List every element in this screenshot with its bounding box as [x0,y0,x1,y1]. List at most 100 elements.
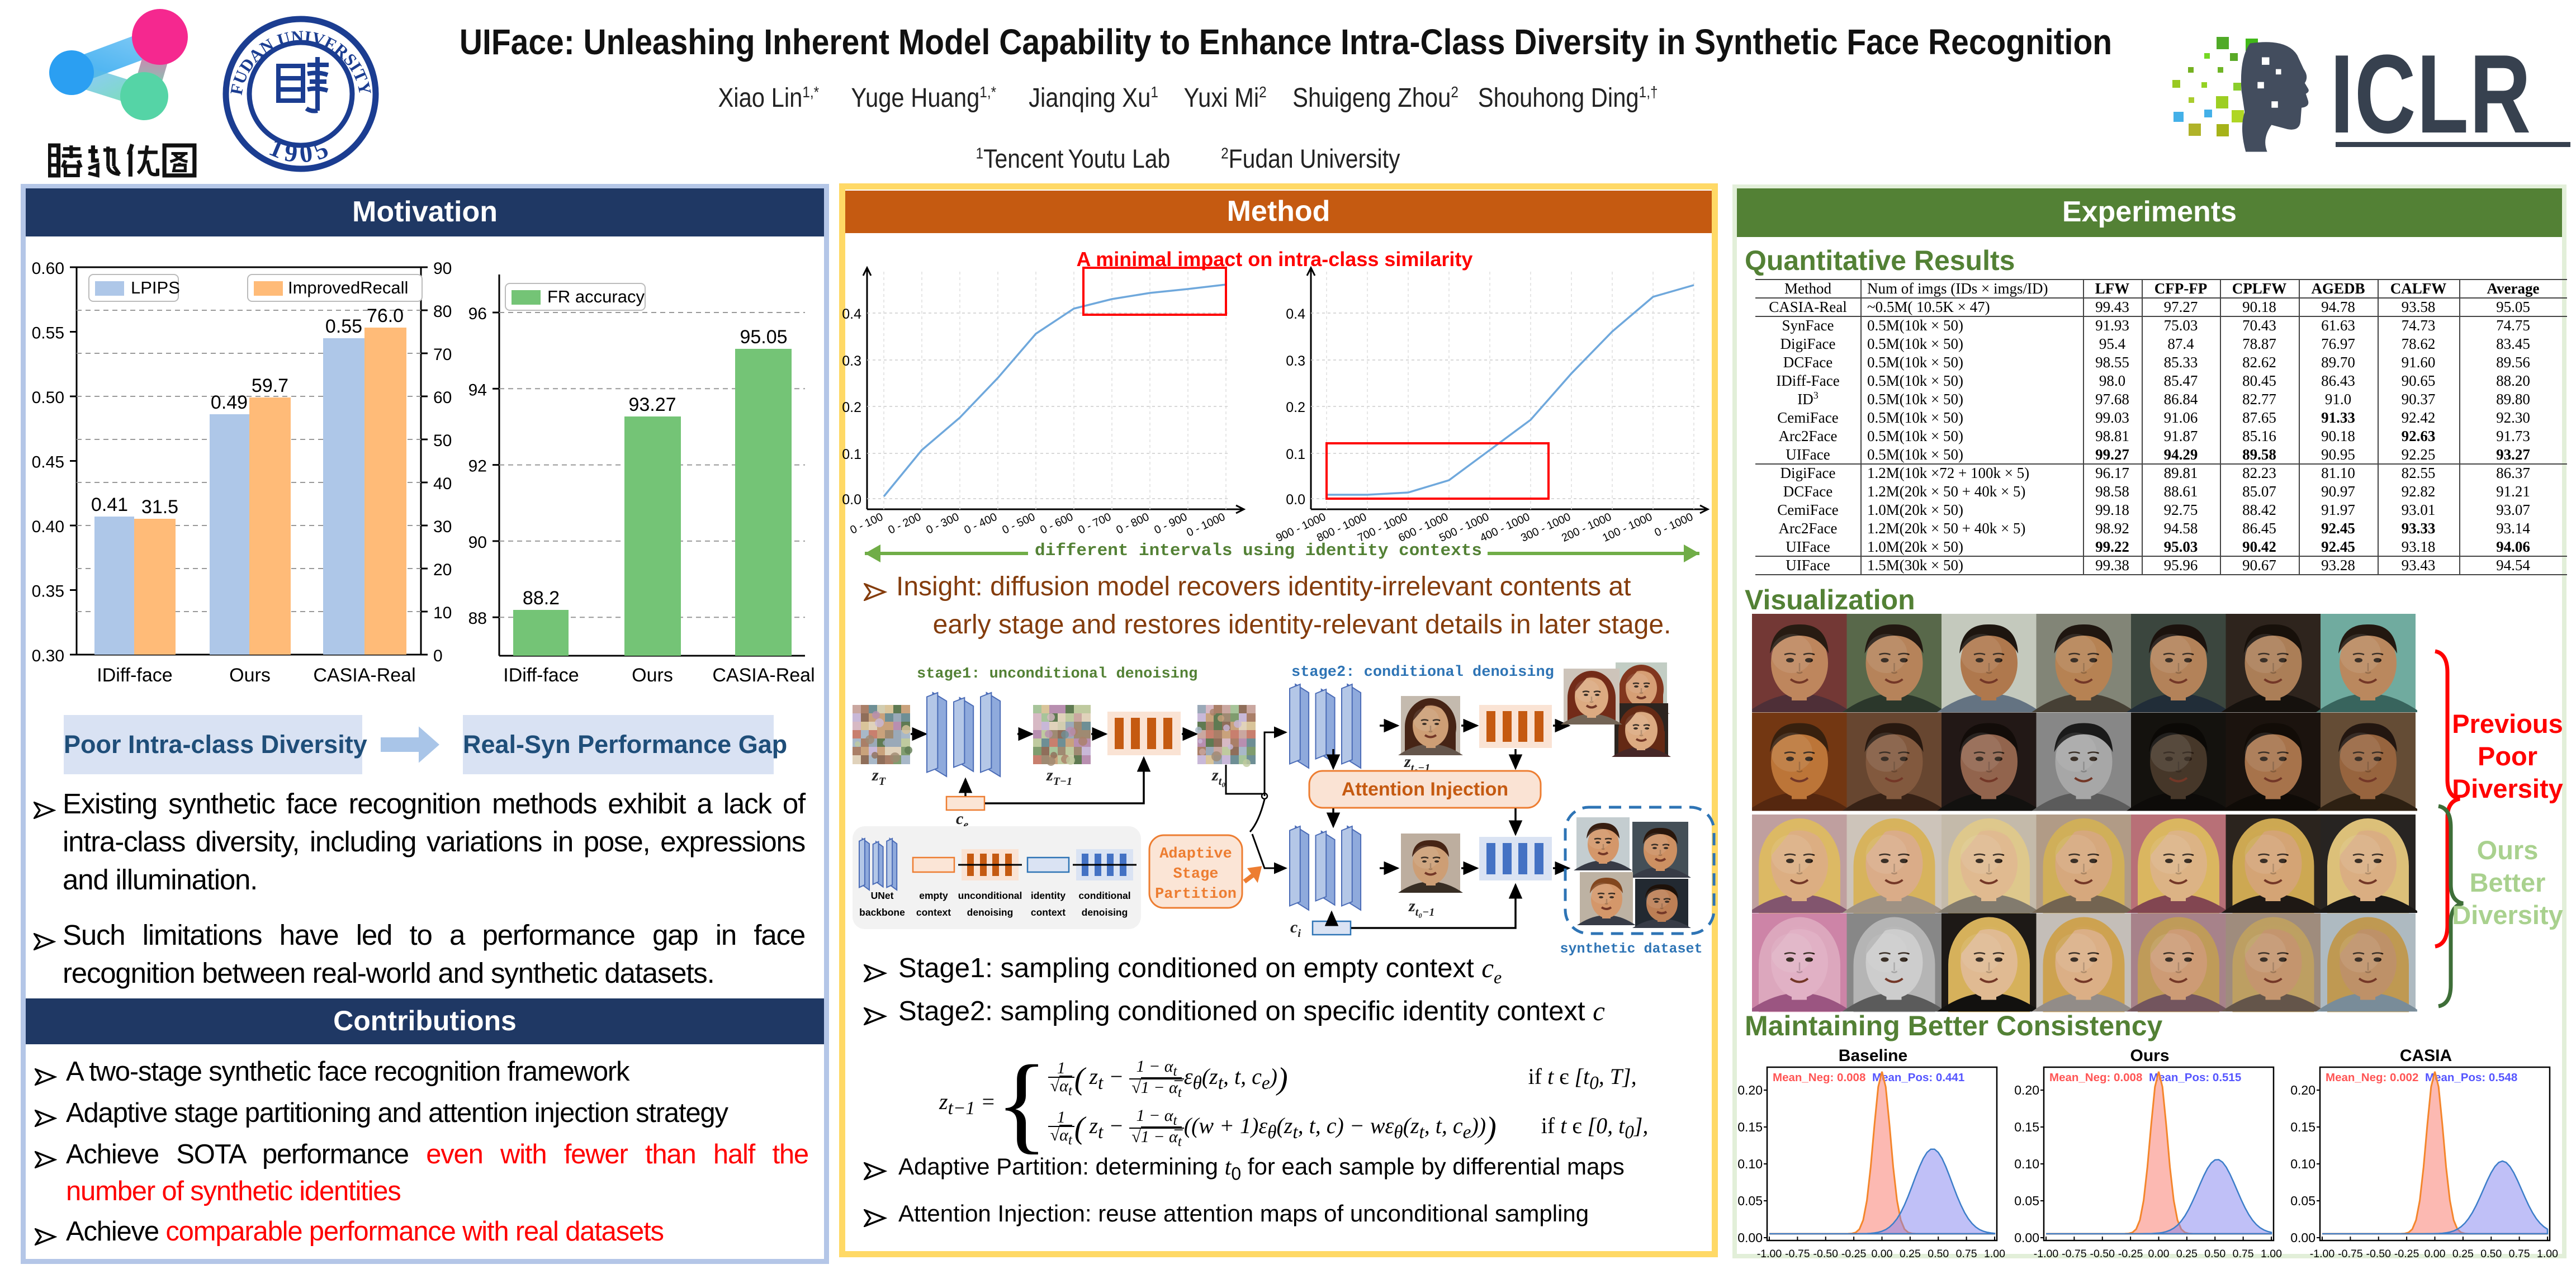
svg-text:20: 20 [433,561,452,579]
svg-text:0.00: 0.00 [1872,1248,1893,1260]
svg-text:unconditional: unconditional [958,890,1022,901]
svg-text:identity: identity [1031,890,1066,901]
svg-text:Mean_Neg: 0.002: Mean_Neg: 0.002 [2326,1071,2418,1084]
svg-text:0.00: 0.00 [2425,1248,2446,1260]
svg-text:0.20: 0.20 [2290,1083,2315,1097]
svg-text:CASIA: CASIA [2400,1046,2452,1065]
svg-text:zt₀: zt₀ [1211,766,1225,788]
svg-text:30: 30 [433,518,452,536]
svg-text:LPIPS: LPIPS [131,278,180,297]
svg-text:88.2: 88.2 [523,588,560,609]
svg-text:-0.25: -0.25 [2118,1248,2143,1260]
svg-text:0.30: 0.30 [32,647,64,665]
svg-text:Mean_Pos: 0.548: Mean_Pos: 0.548 [2425,1071,2517,1084]
svg-text:-0.50: -0.50 [1813,1248,1839,1260]
svg-text:0.50: 0.50 [2204,1248,2225,1260]
svg-text:0.75: 0.75 [2509,1248,2530,1260]
svg-text:0.00: 0.00 [1737,1230,1763,1245]
svg-text:0 - 900: 0 - 900 [1152,511,1189,537]
svg-text:zt₀−1: zt₀−1 [1408,897,1434,918]
svg-text:0.20: 0.20 [1737,1083,1763,1097]
svg-text:Baseline: Baseline [1839,1046,1907,1065]
svg-text:0 - 600: 0 - 600 [1038,511,1075,537]
svg-text:0.10: 0.10 [1737,1157,1763,1171]
svg-text:Stage: Stage [1173,866,1218,883]
svg-text:Mean_Neg: 0.008: Mean_Neg: 0.008 [2049,1071,2142,1084]
svg-text:0.1: 0.1 [842,447,861,462]
svg-text:0.60: 0.60 [32,259,64,278]
svg-text:Mean_Pos: 0.515: Mean_Pos: 0.515 [2149,1071,2241,1084]
svg-text:0 - 200: 0 - 200 [886,511,923,537]
svg-text:92: 92 [468,457,487,476]
svg-text:40: 40 [433,475,452,493]
svg-text:0.55: 0.55 [32,324,64,343]
svg-text:59.7: 59.7 [252,375,288,396]
svg-text:90: 90 [468,533,487,552]
svg-text:10: 10 [433,604,452,622]
svg-text:Adaptive: Adaptive [1159,846,1232,863]
svg-text:IDiff-face: IDiff-face [97,665,172,686]
svg-text:96: 96 [468,305,487,323]
svg-text:0.1: 0.1 [1286,447,1305,462]
svg-text:UNet: UNet [871,890,894,901]
svg-text:1905: 1905 [266,132,337,168]
svg-text:0.75: 0.75 [2233,1248,2254,1260]
svg-text:93.27: 93.27 [628,394,676,415]
svg-text:context: context [1031,907,1066,918]
svg-text:50: 50 [433,432,452,450]
svg-text:0 - 100: 0 - 100 [848,511,885,537]
svg-text:0.00: 0.00 [2290,1230,2315,1245]
svg-text:0 - 1000: 0 - 1000 [1652,511,1695,539]
svg-text:80: 80 [433,302,452,321]
svg-text:0 - 1000: 0 - 1000 [1185,511,1227,539]
svg-text:0.35: 0.35 [32,583,64,601]
svg-text:0.50: 0.50 [2480,1248,2502,1260]
svg-text:0.05: 0.05 [2014,1194,2039,1208]
svg-text:-1.00: -1.00 [2310,1248,2335,1260]
svg-text:0.15: 0.15 [2014,1120,2039,1134]
svg-text:0.75: 0.75 [1956,1248,1977,1260]
svg-text:zT: zT [872,766,886,788]
svg-text:0 - 500: 0 - 500 [1000,511,1037,537]
svg-text:0 - 300: 0 - 300 [924,511,961,537]
svg-text:0: 0 [433,647,443,665]
svg-text:conditional: conditional [1078,890,1130,901]
svg-text:1.00: 1.00 [2261,1248,2282,1260]
svg-text:stage2: conditional denoising: stage2: conditional denoising [1291,664,1554,681]
svg-text:CASIA-Real: CASIA-Real [313,665,415,686]
svg-text:0.10: 0.10 [2290,1157,2315,1171]
svg-text:synthetic dataset: synthetic dataset [1560,941,1702,957]
svg-text:31.5: 31.5 [141,496,178,518]
svg-text:0.00: 0.00 [2148,1248,2170,1260]
svg-text:0.20: 0.20 [2014,1083,2039,1097]
svg-text:Attention Injection: Attention Injection [1342,779,1508,800]
svg-text:Mean_Neg: 0.008: Mean_Neg: 0.008 [1773,1071,1865,1084]
svg-text:stage1: unconditional denoisin: stage1: unconditional denoising [917,666,1197,683]
svg-text:94: 94 [468,381,487,399]
svg-text:-0.75: -0.75 [2338,1248,2363,1260]
svg-text:60: 60 [433,389,452,407]
svg-text:-0.25: -0.25 [1841,1248,1867,1260]
svg-text:0 - 400: 0 - 400 [962,511,999,537]
svg-text:-0.25: -0.25 [2394,1248,2419,1260]
svg-text:0.25: 0.25 [2176,1248,2198,1260]
svg-text:0 - 700: 0 - 700 [1076,511,1113,537]
svg-text:76.0: 76.0 [367,305,404,326]
svg-text:0.55: 0.55 [325,316,362,337]
svg-text:0.10: 0.10 [2014,1157,2039,1171]
svg-text:1.00: 1.00 [2537,1248,2558,1260]
svg-text:zT−1: zT−1 [1046,766,1072,788]
svg-text:ImprovedRecall: ImprovedRecall [288,278,408,297]
svg-text:0.45: 0.45 [32,453,64,472]
svg-text:CASIA-Real: CASIA-Real [712,665,815,686]
svg-text:0.05: 0.05 [1737,1194,1763,1208]
svg-text:0 - 800: 0 - 800 [1114,511,1151,537]
svg-text:denoising: denoising [967,907,1014,918]
svg-text:0.49: 0.49 [211,392,248,413]
svg-text:-0.50: -0.50 [2366,1248,2392,1260]
svg-text:0.25: 0.25 [2452,1248,2474,1260]
svg-text:0.2: 0.2 [1286,400,1305,415]
svg-text:1.00: 1.00 [1984,1248,2005,1260]
svg-text:-0.50: -0.50 [2090,1248,2115,1260]
svg-text:0.15: 0.15 [2290,1120,2315,1134]
